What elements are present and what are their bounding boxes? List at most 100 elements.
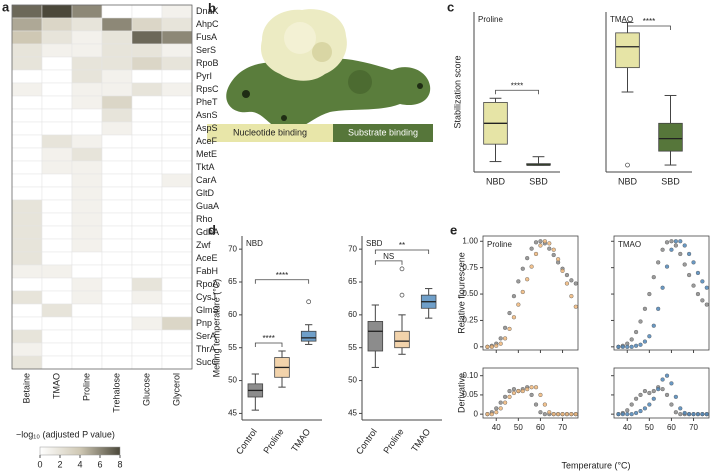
data-point <box>489 344 494 349</box>
heatmap-cell <box>11 264 43 279</box>
data-point <box>673 239 678 244</box>
heatmap-cell <box>11 30 43 45</box>
data-point <box>560 268 565 273</box>
data-point <box>560 412 565 417</box>
heatmap-cell <box>161 108 193 123</box>
heatmap-cell <box>41 238 73 253</box>
heatmap-cell <box>161 238 193 253</box>
heatmap-cell <box>41 329 73 344</box>
data-point <box>533 385 539 390</box>
heatmap-cell <box>131 199 163 214</box>
y-tick-label: 55 <box>348 343 357 352</box>
row-label: ThrA <box>196 344 216 354</box>
y-tick-label: 0.50 <box>462 289 478 298</box>
column-label: Betaine <box>21 373 31 404</box>
data-point <box>564 281 570 286</box>
heatmap-cell <box>71 30 103 45</box>
data-point <box>647 402 652 407</box>
data-point <box>678 251 683 257</box>
x-tick-label: NBD <box>486 176 506 186</box>
heatmap-cell <box>41 186 73 201</box>
data-point <box>669 239 674 244</box>
data-point <box>551 247 556 252</box>
data-point <box>485 344 490 349</box>
data-point <box>695 270 701 276</box>
data-point <box>669 381 674 386</box>
data-point <box>656 387 661 392</box>
data-point <box>660 247 665 252</box>
heatmap-cell <box>101 303 133 318</box>
heatmap-cell <box>11 186 43 201</box>
heatmap-cell <box>11 225 43 240</box>
data-point <box>664 240 670 245</box>
x-tick-label: Control <box>354 427 379 457</box>
data-point <box>520 388 525 394</box>
data-point <box>502 394 508 399</box>
data-point <box>569 278 574 283</box>
data-point <box>642 306 648 311</box>
heatmap-cell <box>11 238 43 253</box>
colorbar-tick-label: 8 <box>117 459 122 469</box>
x-tick-label: 60 <box>667 423 676 432</box>
heatmap-cell <box>101 147 133 162</box>
data-point <box>647 291 652 297</box>
panel-letter: e <box>450 222 457 237</box>
data-point <box>569 294 574 299</box>
heatmap-cell <box>71 329 103 344</box>
heatmap-cell <box>101 4 133 19</box>
panel-letter: b <box>208 0 216 15</box>
heatmap-cell <box>101 160 133 175</box>
data-point <box>564 412 570 417</box>
data-point <box>533 402 539 407</box>
significance-bracket <box>627 25 671 30</box>
heatmap-cell <box>71 355 103 370</box>
data-point <box>647 390 652 396</box>
data-point <box>489 412 494 417</box>
heatmap-cell <box>161 56 193 71</box>
heatmap-cell <box>101 82 133 97</box>
x-tick-label: 50 <box>514 423 523 432</box>
heatmap-cell <box>101 316 133 331</box>
heatmap-cell <box>41 212 73 227</box>
row-label: GltD <box>196 188 215 198</box>
data-point <box>525 256 530 261</box>
heatmap-cell <box>11 56 43 71</box>
row-label: CarA <box>196 175 217 185</box>
significance-label: **** <box>262 334 274 343</box>
heatmap-cell <box>131 238 163 253</box>
heatmap-cell <box>71 121 103 136</box>
significance-bracket <box>495 89 539 95</box>
heatmap-cell <box>41 95 73 110</box>
box <box>658 122 683 152</box>
data-point <box>673 394 678 399</box>
row-label: FusA <box>196 32 217 42</box>
data-point <box>633 343 639 348</box>
row-label: Rho <box>196 214 213 224</box>
data-point <box>551 412 556 417</box>
data-point <box>538 239 543 244</box>
row-label: GuaA <box>196 201 219 211</box>
colorbar-label: −log₁₀ (adjusted P value) <box>16 429 115 439</box>
heatmap-cell <box>161 251 193 266</box>
outlier <box>625 162 630 168</box>
data-point <box>638 392 643 398</box>
heatmap-cell <box>71 290 103 305</box>
data-point <box>678 412 683 417</box>
heatmap-cell <box>71 134 103 149</box>
data-point <box>547 410 552 415</box>
data-point <box>660 387 665 392</box>
data-point <box>620 412 625 417</box>
heatmap-cell <box>101 225 133 240</box>
row-label: SerS <box>196 45 216 55</box>
data-point <box>502 336 508 341</box>
heatmap-cell <box>161 173 193 188</box>
heatmap-cell <box>11 69 43 84</box>
heatmap-cell <box>71 264 103 279</box>
data-point <box>538 410 543 415</box>
heatmap-cell <box>41 4 73 19</box>
data-point <box>682 410 687 416</box>
row-label: SerA <box>196 331 216 341</box>
y-tick-label: 0.05 <box>462 390 478 399</box>
